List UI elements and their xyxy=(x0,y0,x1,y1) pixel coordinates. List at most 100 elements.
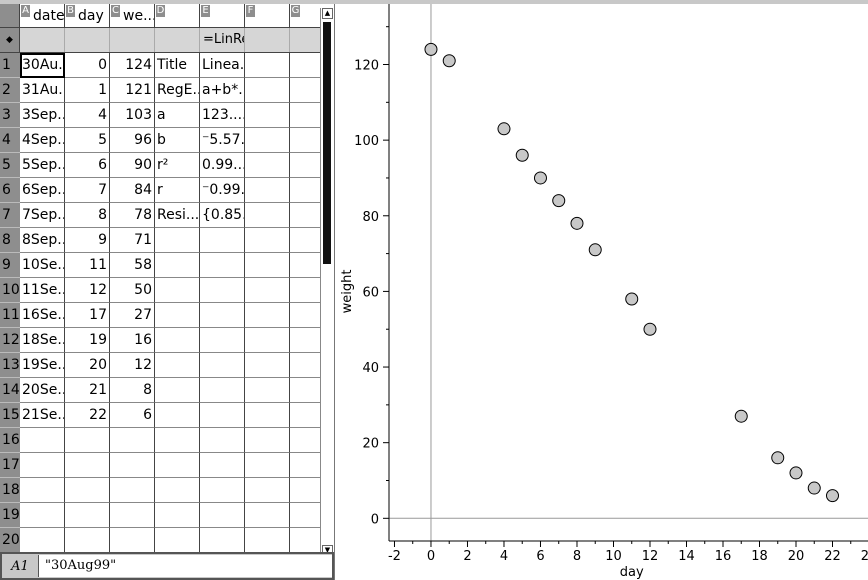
cell-a2[interactable]: 31Au... xyxy=(20,78,65,103)
cell-b7[interactable]: 8 xyxy=(65,203,110,228)
cell-e10[interactable] xyxy=(200,278,245,303)
cell-c6[interactable]: 84 xyxy=(110,178,155,203)
cell-d1[interactable]: Title xyxy=(155,53,200,78)
data-point[interactable] xyxy=(497,122,511,136)
row-number[interactable]: 4 xyxy=(0,128,20,153)
row-number[interactable]: 10 xyxy=(0,278,20,303)
cell-a18[interactable] xyxy=(20,478,65,503)
cell-e9[interactable] xyxy=(200,253,245,278)
cell-d14[interactable] xyxy=(155,378,200,403)
cell-f15[interactable] xyxy=(245,403,290,428)
formula-cell-d[interactable] xyxy=(155,28,200,52)
cell-c9[interactable]: 58 xyxy=(110,253,155,278)
cell-g3[interactable] xyxy=(290,103,320,128)
cell-d18[interactable] xyxy=(155,478,200,503)
cell-c10[interactable]: 50 xyxy=(110,278,155,303)
cell-c3[interactable]: 103 xyxy=(110,103,155,128)
cell-a20[interactable] xyxy=(20,528,65,552)
cell-c18[interactable] xyxy=(110,478,155,503)
cell-a12[interactable]: 18Se... xyxy=(20,328,65,353)
data-point[interactable] xyxy=(825,489,839,503)
row-number[interactable]: 16 xyxy=(0,428,20,453)
cell-c17[interactable] xyxy=(110,453,155,478)
data-and-statistics-plot[interactable]: ‑2024681012141618202224020406080100120da… xyxy=(334,4,868,580)
data-point[interactable] xyxy=(442,54,456,68)
cell-a4[interactable]: 4Sep... xyxy=(20,128,65,153)
row-number[interactable]: 18 xyxy=(0,478,20,503)
cell-g12[interactable] xyxy=(290,328,320,353)
cell-a17[interactable] xyxy=(20,453,65,478)
cell-b15[interactable]: 22 xyxy=(65,403,110,428)
formula-cell-g[interactable] xyxy=(290,28,320,52)
row-number[interactable]: 12 xyxy=(0,328,20,353)
cell-c2[interactable]: 121 xyxy=(110,78,155,103)
cell-f19[interactable] xyxy=(245,503,290,528)
cell-d8[interactable] xyxy=(155,228,200,253)
cell-f3[interactable] xyxy=(245,103,290,128)
data-point[interactable] xyxy=(771,451,785,465)
data-point[interactable] xyxy=(570,216,584,230)
cell-a11[interactable]: 16Se... xyxy=(20,303,65,328)
cell-g10[interactable] xyxy=(290,278,320,303)
cell-g2[interactable] xyxy=(290,78,320,103)
cell-a3[interactable]: 3Sep... xyxy=(20,103,65,128)
cell-g4[interactable] xyxy=(290,128,320,153)
cell-c16[interactable] xyxy=(110,428,155,453)
cell-g9[interactable] xyxy=(290,253,320,278)
data-point[interactable] xyxy=(515,148,529,162)
cell-b6[interactable]: 7 xyxy=(65,178,110,203)
row-number[interactable]: 11 xyxy=(0,303,20,328)
cell-d12[interactable] xyxy=(155,328,200,353)
cell-c5[interactable]: 90 xyxy=(110,153,155,178)
cell-e16[interactable] xyxy=(200,428,245,453)
cell-b3[interactable]: 4 xyxy=(65,103,110,128)
column-header-f[interactable]: F xyxy=(245,4,290,28)
cell-e14[interactable] xyxy=(200,378,245,403)
cell-b10[interactable]: 12 xyxy=(65,278,110,303)
cell-a7[interactable]: 7Sep... xyxy=(20,203,65,228)
cell-e12[interactable] xyxy=(200,328,245,353)
cell-d15[interactable] xyxy=(155,403,200,428)
cell-c11[interactable]: 27 xyxy=(110,303,155,328)
cell-e13[interactable] xyxy=(200,353,245,378)
data-point[interactable] xyxy=(625,292,639,306)
cell-b16[interactable] xyxy=(65,428,110,453)
cell-e6[interactable]: ⁻0.99... xyxy=(200,178,245,203)
cell-a1[interactable]: 30Au... xyxy=(20,53,65,78)
cell-f12[interactable] xyxy=(245,328,290,353)
cell-e7[interactable]: {0.85... xyxy=(200,203,245,228)
cell-d19[interactable] xyxy=(155,503,200,528)
cell-b8[interactable]: 9 xyxy=(65,228,110,253)
spreadsheet-grid[interactable]: AdateBdayCwe...DEFG◆=LinRe130Au...0124Ti… xyxy=(0,4,320,552)
cell-e17[interactable] xyxy=(200,453,245,478)
cell-c13[interactable]: 12 xyxy=(110,353,155,378)
cell-g5[interactable] xyxy=(290,153,320,178)
cell-g17[interactable] xyxy=(290,453,320,478)
cell-g1[interactable] xyxy=(290,53,320,78)
cell-c7[interactable]: 78 xyxy=(110,203,155,228)
cell-f18[interactable] xyxy=(245,478,290,503)
cell-g19[interactable] xyxy=(290,503,320,528)
cell-b5[interactable]: 6 xyxy=(65,153,110,178)
row-number[interactable]: 5 xyxy=(0,153,20,178)
cell-g8[interactable] xyxy=(290,228,320,253)
cell-g6[interactable] xyxy=(290,178,320,203)
cell-e3[interactable]: 123.... xyxy=(200,103,245,128)
cell-b12[interactable]: 19 xyxy=(65,328,110,353)
cell-g11[interactable] xyxy=(290,303,320,328)
cell-d7[interactable]: Resi... xyxy=(155,203,200,228)
cell-f10[interactable] xyxy=(245,278,290,303)
cell-f7[interactable] xyxy=(245,203,290,228)
cell-e19[interactable] xyxy=(200,503,245,528)
cell-b13[interactable]: 20 xyxy=(65,353,110,378)
column-header-d[interactable]: D xyxy=(155,4,200,28)
data-point[interactable] xyxy=(789,466,803,480)
cell-f2[interactable] xyxy=(245,78,290,103)
cell-b17[interactable] xyxy=(65,453,110,478)
cell-c1[interactable]: 124 xyxy=(110,53,155,78)
cell-d13[interactable] xyxy=(155,353,200,378)
row-number[interactable]: 14 xyxy=(0,378,20,403)
cell-e15[interactable] xyxy=(200,403,245,428)
